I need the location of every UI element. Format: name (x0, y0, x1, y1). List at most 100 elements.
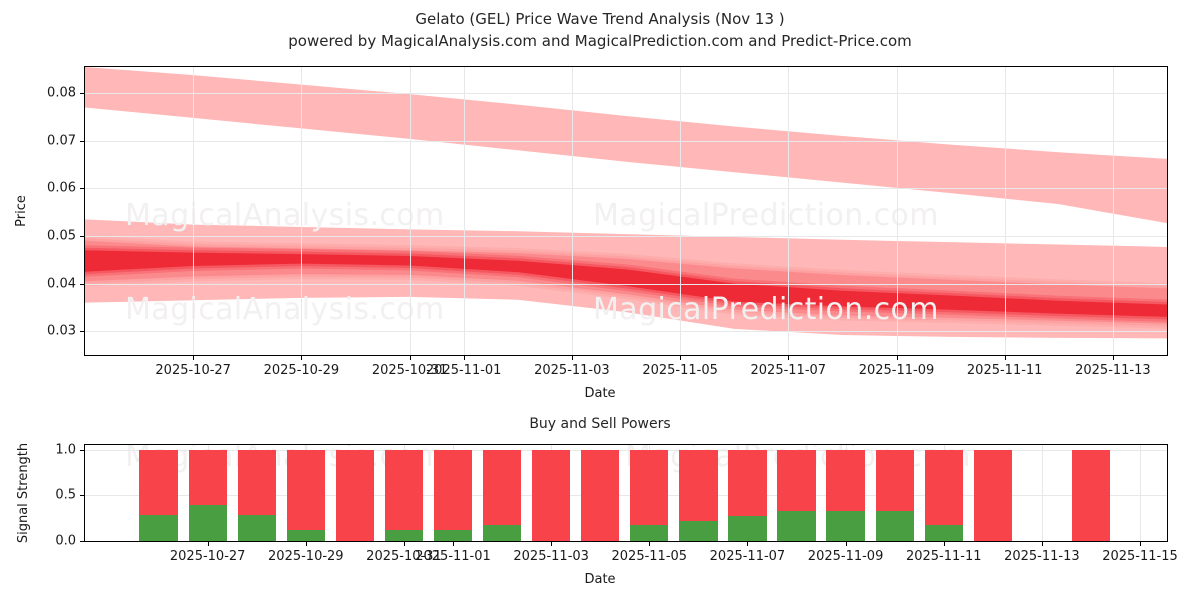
signal-bar-stack (433, 449, 473, 541)
signal-bar-stack (1071, 449, 1111, 541)
price-x-tick-label: 2025-10-27 (155, 363, 231, 378)
buy-power-bar (482, 525, 522, 541)
signal-bar-stack (875, 449, 914, 541)
price-x-tick-label: 2025-10-31 (371, 363, 448, 378)
price-x-tick-label: 2025-11-13 (1075, 363, 1151, 378)
signal-x-tick-label: 2025-10-29 (268, 549, 344, 564)
title-block: Gelato (GEL) Price Wave Trend Analysis (… (0, 8, 1200, 52)
signal-x-tickmark (453, 542, 455, 546)
signal-x-tick-label: 2025-11-05 (611, 549, 688, 564)
signal-x-tickmark (943, 542, 945, 546)
signal-bar-stack (532, 449, 571, 541)
signal-bar-stack (973, 449, 1012, 541)
page-title: Gelato (GEL) Price Wave Trend Analysis (… (415, 10, 785, 28)
price-x-tick-label: 2025-11-09 (858, 363, 935, 378)
signal-y-tickmark (80, 541, 84, 542)
price-x-tick-label: 2025-11-11 (966, 363, 1043, 378)
signal-y-tickmark (80, 495, 84, 497)
price-x-tickmark (788, 356, 790, 360)
signal-x-axis-label: Date (584, 572, 616, 587)
price-y-tick-label: 0.05 (47, 228, 76, 244)
signal-bar-stack (826, 449, 865, 541)
signal-bar-stack (728, 449, 767, 541)
price-y-tickmark (80, 93, 84, 95)
price-y-tick-label: 0.07 (47, 133, 76, 149)
signal-gridline-v (1140, 445, 1141, 541)
signal-x-tickmark (1041, 542, 1043, 546)
price-gridline-h (85, 283, 1167, 285)
buy-power-bar (630, 524, 669, 541)
price-gridline-v (680, 67, 682, 355)
price-gridline-v (463, 67, 465, 355)
signal-x-tickmark (207, 542, 209, 546)
price-gridline-v (1112, 67, 1114, 355)
buy-power-bar (679, 520, 718, 541)
signal-gridline-h (85, 541, 1167, 542)
page-subtitle: powered by MagicalAnalysis.com and Magic… (288, 32, 912, 50)
price-x-tickmark (896, 356, 898, 360)
price-y-tick-label: 0.03 (47, 323, 76, 339)
price-gridline-h (85, 188, 1167, 190)
buy-power-bar (875, 510, 914, 541)
signal-y-tickmark (80, 449, 84, 451)
price-x-tick-label: 2025-11-01 (425, 363, 502, 378)
price-x-tickmark (193, 356, 195, 360)
sell-power-bar (1071, 449, 1111, 541)
signal-x-tickmark (747, 542, 749, 546)
price-x-tickmark (571, 356, 573, 360)
price-x-tickmark (1112, 356, 1114, 360)
signal-bar-stack (188, 449, 227, 541)
sell-power-bar (532, 449, 571, 541)
sell-power-bar (335, 449, 374, 541)
sell-power-bar (973, 449, 1012, 541)
signal-bar-stack (384, 449, 424, 541)
signal-y-axis-label: Signal Strength (16, 442, 31, 544)
buy-power-bar (777, 510, 816, 541)
signal-y-tick-label: 0.0 (55, 533, 76, 549)
price-x-tickmark (680, 356, 682, 360)
price-gridline-h (85, 93, 1167, 95)
signal-x-tick-label: 2025-10-31 (366, 549, 442, 564)
price-x-axis-label: Date (584, 386, 616, 401)
price-x-tick-label: 2025-11-03 (534, 363, 610, 378)
signal-gridline-h (85, 495, 1167, 497)
buy-power-bar (924, 525, 963, 541)
buy-power-bar (188, 505, 227, 541)
price-x-tickmark (1004, 356, 1006, 360)
signal-x-tickmark (1140, 542, 1141, 546)
signal-bar-stack (139, 449, 178, 541)
price-x-tickmark (409, 356, 411, 360)
price-gridline-v (896, 67, 898, 355)
signal-gridline-v (1041, 445, 1043, 541)
signal-x-tick-label: 2025-11-01 (415, 549, 491, 564)
buy-power-bar (237, 515, 276, 541)
signal-x-tickmark (649, 542, 651, 546)
signal-x-tick-label: 2025-11-13 (1004, 549, 1080, 564)
buy-power-bar (433, 530, 473, 541)
signal-y-tick-label: 0.5 (55, 487, 76, 503)
sell-power-bar (581, 449, 620, 541)
sell-power-bar (384, 449, 424, 541)
price-y-tickmark (80, 331, 84, 333)
signal-y-tick-label: 1.0 (55, 442, 76, 458)
price-x-tick-label: 2025-11-07 (750, 363, 827, 378)
price-gridline-v (193, 67, 195, 355)
signal-bar-stack (630, 449, 669, 541)
price-gridline-h (85, 140, 1167, 142)
signal-x-tickmark (551, 542, 553, 546)
signal-bar-stack (924, 449, 963, 541)
price-gridline-v (571, 67, 573, 355)
signal-x-tick-label: 2025-10-27 (169, 549, 246, 564)
price-y-tick-label: 0.04 (47, 276, 76, 292)
buy-power-bar (286, 530, 325, 541)
buy-power-bar (826, 510, 865, 541)
signal-x-tick-label: 2025-11-15 (1102, 549, 1178, 564)
signal-bar-stack (679, 449, 718, 541)
price-gridline-v (409, 67, 411, 355)
signal-x-tick-label: 2025-11-11 (905, 549, 982, 564)
signal-bar-stack (777, 449, 816, 541)
buy-power-bar (139, 515, 178, 541)
signal-chart-title: Buy and Sell Powers (529, 416, 671, 432)
sell-power-bar (286, 449, 325, 541)
